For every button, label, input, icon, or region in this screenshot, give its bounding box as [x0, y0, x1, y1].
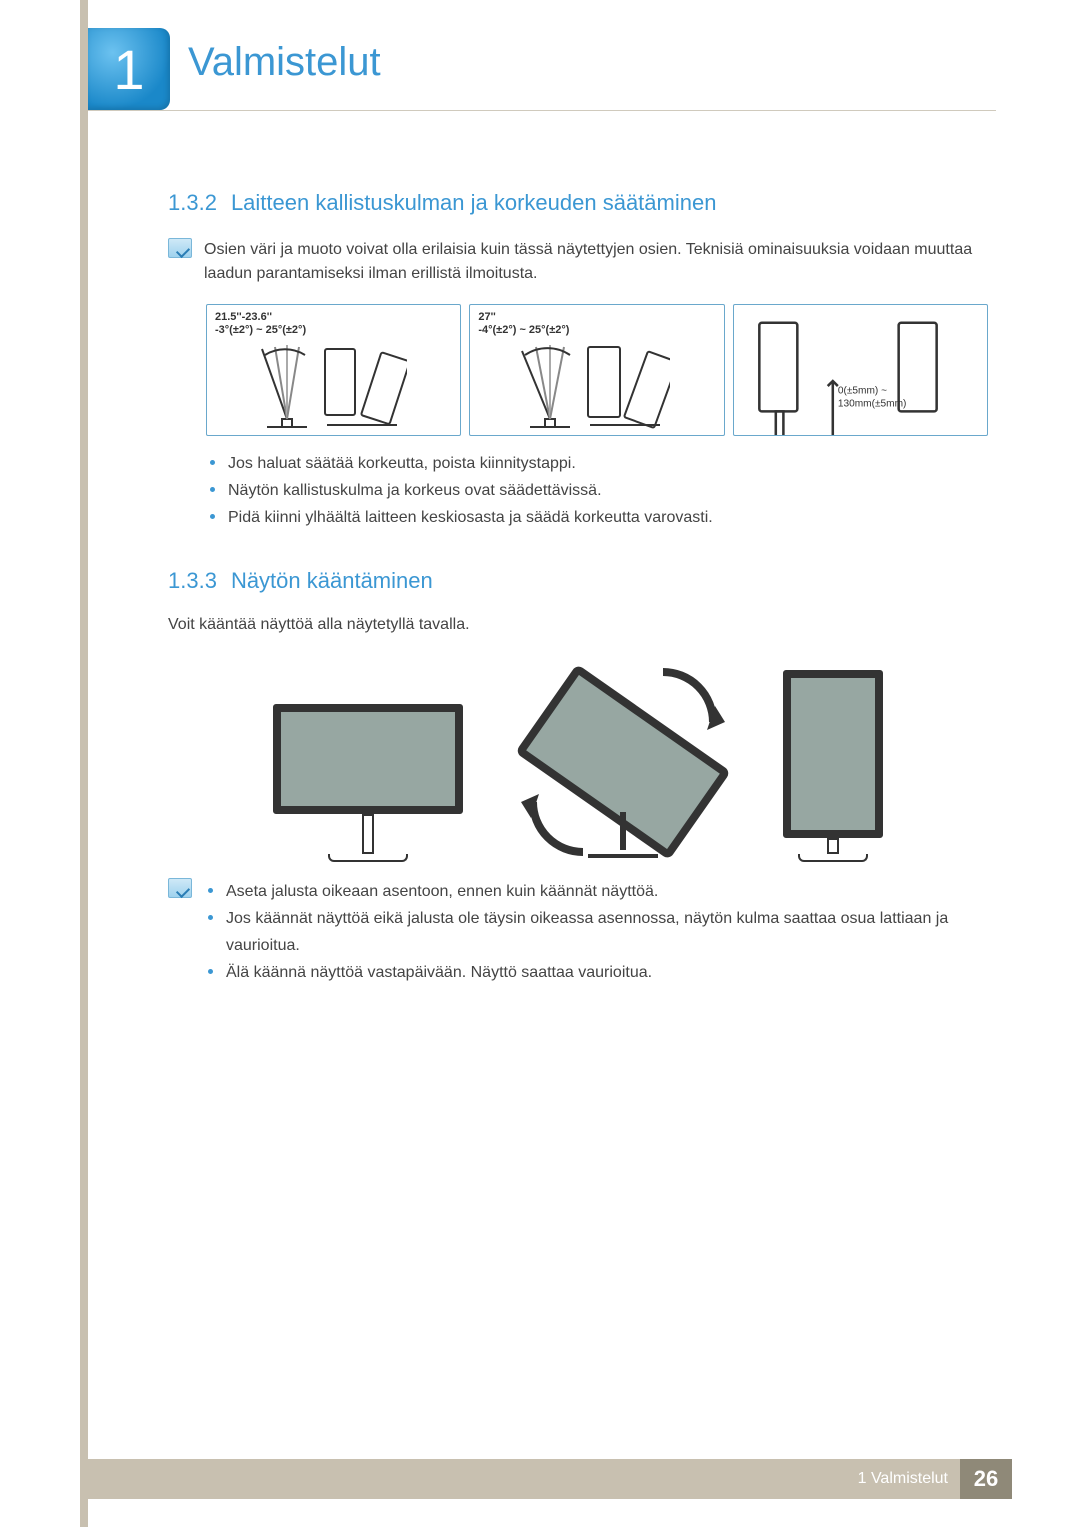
section-number: 1.3.3 — [168, 568, 217, 593]
list-item: Jos käännät näyttöä eikä jalusta ole täy… — [204, 905, 988, 959]
note-text: Osien väri ja muoto voivat olla erilaisi… — [204, 238, 988, 286]
footer-page-number: 26 — [960, 1459, 1012, 1499]
svg-text:130mm(±5mm): 130mm(±5mm) — [838, 398, 907, 409]
list-item: Jos haluat säätää korkeutta, poista kiin… — [206, 450, 988, 477]
chapter-number: 1 — [113, 37, 144, 102]
list-item: Aseta jalusta oikeaan asentoon, ennen ku… — [204, 878, 988, 905]
note-block-2: Aseta jalusta oikeaan asentoon, ennen ku… — [168, 878, 988, 987]
note-icon — [168, 878, 192, 898]
height-range-label: 0(±5mm) ~ — [838, 386, 887, 397]
list-item: Näytön kallistuskulma ja korkeus ovat sä… — [206, 477, 988, 504]
section-heading-132: 1.3.2 Laitteen kallistuskulman ja korkeud… — [168, 190, 988, 216]
section-title: Laitteen kallistuskulman ja korkeuden sä… — [231, 190, 717, 215]
rotation-figure — [168, 652, 988, 862]
list-item: Pidä kiinni ylhäältä laitteen keskiosast… — [206, 504, 988, 531]
section-title: Näytön kääntäminen — [231, 568, 433, 593]
page-footer: 1 Valmistelut 26 — [88, 1459, 1012, 1499]
note-block: Osien väri ja muoto voivat olla erilaisi… — [168, 238, 988, 286]
left-margin-stripe — [80, 0, 88, 1527]
title-rule — [88, 110, 996, 111]
tilt-figure-icon — [207, 337, 407, 433]
tilt-diagrams-row: 21.5''-23.6'' -3°(±2°) ~ 25°(±2°) — [206, 304, 988, 436]
section132-bullets: Jos haluat säätää korkeutta, poista kiin… — [206, 450, 988, 532]
note-icon — [168, 238, 192, 258]
monitor-portrait-icon — [783, 670, 883, 862]
list-item: Älä käännä näyttöä vastapäivään. Näyttö … — [204, 959, 988, 986]
tilt-diagram-1: 21.5''-23.6'' -3°(±2°) ~ 25°(±2°) — [206, 304, 461, 436]
height-figure-icon: 0(±5mm) ~ 130mm(±5mm) — [734, 305, 987, 436]
diagram-label: 27'' -4°(±2°) ~ 25°(±2°) — [478, 311, 715, 337]
section-number: 1.3.2 — [168, 190, 217, 215]
section-heading-133: 1.3.3 Näytön kääntäminen — [168, 568, 988, 594]
height-diagram: 0(±5mm) ~ 130mm(±5mm) — [733, 304, 988, 436]
tilt-diagram-2: 27'' -4°(±2°) ~ 25°(±2°) — [469, 304, 724, 436]
monitor-landscape-icon — [273, 704, 463, 862]
page-content: 1.3.2 Laitteen kallistuskulman ja korkeud… — [168, 190, 988, 1004]
section133-bullets: Aseta jalusta oikeaan asentoon, ennen ku… — [204, 878, 988, 987]
section133-intro: Voit kääntää näyttöä alla näytetyllä tav… — [168, 616, 988, 634]
chapter-number-tab: 1 — [88, 28, 170, 110]
tilt-figure-icon — [470, 337, 670, 433]
diagram-label: 21.5''-23.6'' -3°(±2°) ~ 25°(±2°) — [215, 311, 452, 337]
monitor-rotating-icon — [493, 652, 753, 862]
chapter-title: Valmistelut — [188, 40, 381, 85]
footer-chapter-label: 1 Valmistelut — [858, 1470, 960, 1488]
